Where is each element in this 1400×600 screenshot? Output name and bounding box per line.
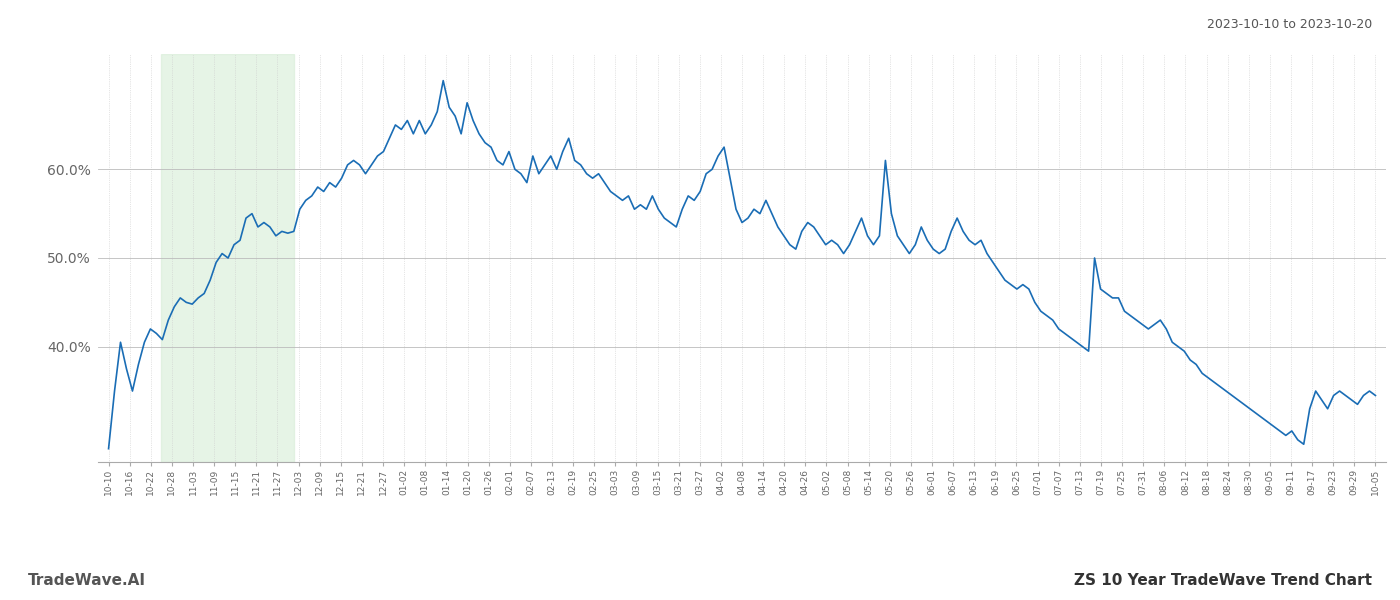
Bar [161, 54, 294, 462]
Text: ZS 10 Year TradeWave Trend Chart: ZS 10 Year TradeWave Trend Chart [1074, 573, 1372, 588]
Text: TradeWave.AI: TradeWave.AI [28, 573, 146, 588]
Text: 2023-10-10 to 2023-10-20: 2023-10-10 to 2023-10-20 [1207, 18, 1372, 31]
